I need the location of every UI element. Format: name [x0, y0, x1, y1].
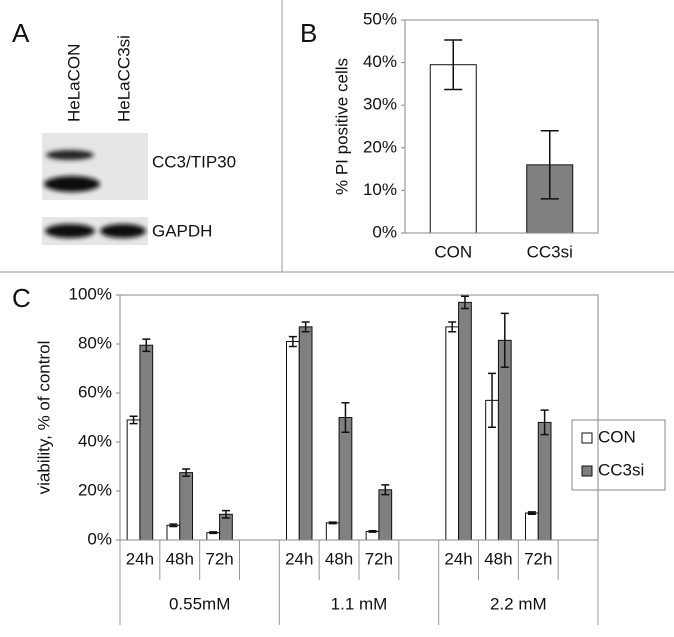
error-bar [328, 521, 337, 525]
error-bar [341, 402, 350, 433]
y-tick-label: 0% [87, 529, 112, 548]
error-bar [169, 523, 178, 528]
x-tick-label: 24h [285, 549, 313, 568]
bar [126, 419, 141, 541]
y-tick-label: 20% [78, 480, 112, 499]
plot-frame [119, 294, 599, 541]
y-tick-label: 30% [363, 95, 397, 114]
band-label: CC3/TIP30 [152, 152, 236, 171]
error-bar [209, 531, 218, 535]
x-tick-label: 72h [524, 549, 552, 568]
error-bar [448, 321, 457, 333]
error-bar [540, 409, 549, 436]
x-tick-label: 72h [205, 549, 233, 568]
group-label: 2.2 mM [490, 594, 547, 613]
y-tick-label: 40% [363, 52, 397, 71]
error-bar [288, 335, 297, 348]
group-label: 0.55mM [169, 594, 230, 613]
panel-label: B [300, 18, 317, 48]
legend-label: CC3si [598, 460, 644, 479]
bar [166, 524, 181, 541]
error-bar [301, 321, 310, 333]
x-tick-label: 48h [484, 549, 512, 568]
x-tick-label: CON [434, 242, 472, 261]
error-bar [444, 39, 463, 91]
x-tick-label: 48h [325, 549, 353, 568]
error-bar [527, 511, 536, 516]
error-bar [540, 130, 559, 200]
error-bar [221, 509, 230, 519]
y-tick-label: 100% [69, 284, 112, 303]
blot-band [45, 224, 95, 238]
bar [325, 522, 340, 541]
blot-band [44, 176, 100, 192]
y-axis-label: viability, % of control [34, 341, 53, 495]
bar [458, 301, 472, 541]
bar [445, 326, 460, 541]
y-tick-label: 40% [78, 431, 112, 450]
bar [338, 417, 353, 541]
legend-label: CON [598, 427, 636, 446]
bar [497, 339, 512, 541]
error-bar [381, 484, 390, 496]
error-bar [368, 529, 377, 533]
x-tick-label: CC3si [527, 242, 573, 261]
error-bar [488, 372, 497, 429]
y-tick-label: 20% [363, 137, 397, 156]
bar [139, 344, 154, 541]
error-bar [129, 415, 138, 425]
blot-band [100, 224, 146, 238]
y-tick-label: 60% [78, 382, 112, 401]
bar [429, 64, 477, 234]
y-tick-label: 0% [372, 222, 397, 241]
error-bar [460, 295, 469, 310]
error-bar [142, 338, 151, 353]
group-label: 1.1 mM [331, 594, 388, 613]
error-bar [182, 468, 191, 478]
legend-swatch [581, 465, 593, 477]
y-tick-label: 80% [78, 333, 112, 352]
error-bar [500, 312, 509, 369]
x-tick-label: 24h [444, 549, 472, 568]
panel-label: A [12, 18, 30, 48]
band-label: GAPDH [152, 221, 212, 240]
legend-box [571, 419, 666, 491]
bar [298, 326, 313, 541]
bar [525, 512, 539, 541]
bar [537, 421, 552, 541]
y-tick-label: 10% [363, 180, 397, 199]
lane-label: HeLaCON [64, 44, 83, 122]
x-tick-label: 24h [126, 549, 154, 568]
x-tick-label: 72h [365, 549, 393, 568]
y-axis-label: % PI positive cells [332, 58, 351, 195]
bar [378, 489, 393, 541]
bar [179, 472, 193, 541]
lane-label: HeLaCC3si [114, 35, 133, 122]
y-tick-label: 50% [363, 9, 397, 28]
bar [286, 341, 300, 541]
legend-swatch [581, 432, 593, 444]
blot-band [46, 150, 94, 160]
panel-label: C [12, 283, 31, 313]
x-tick-label: 48h [166, 549, 194, 568]
plot-frame [404, 19, 599, 234]
